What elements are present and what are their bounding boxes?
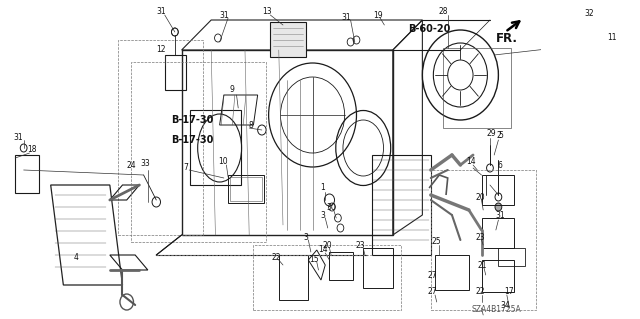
Text: 31: 31 — [157, 8, 166, 17]
Text: 20: 20 — [475, 192, 484, 202]
Text: 27: 27 — [428, 287, 437, 296]
Text: 6: 6 — [498, 160, 502, 169]
Text: SZA4B1725A: SZA4B1725A — [472, 306, 522, 315]
Text: 14: 14 — [318, 246, 328, 255]
Text: 23: 23 — [475, 233, 484, 241]
Text: 31: 31 — [219, 11, 228, 19]
Text: 23: 23 — [356, 241, 365, 249]
Bar — [15, 155, 39, 193]
Text: 34: 34 — [500, 300, 510, 309]
Bar — [431, 170, 536, 310]
Text: 22: 22 — [271, 253, 281, 262]
Text: 29: 29 — [487, 130, 497, 138]
Bar — [481, 175, 514, 205]
Text: 10: 10 — [218, 158, 228, 167]
Text: 33: 33 — [140, 160, 150, 168]
Text: 25: 25 — [432, 238, 442, 247]
Bar — [279, 255, 308, 300]
Text: 31: 31 — [14, 132, 24, 142]
Text: 18: 18 — [28, 145, 37, 154]
Bar — [190, 110, 241, 185]
Bar — [230, 177, 262, 201]
Text: 13: 13 — [262, 8, 272, 17]
Text: 27: 27 — [428, 271, 437, 279]
Text: 11: 11 — [608, 33, 617, 42]
Text: 31: 31 — [342, 12, 351, 21]
Text: 19: 19 — [372, 11, 383, 19]
Bar — [228, 175, 264, 203]
Text: 12: 12 — [157, 46, 166, 55]
Bar — [118, 40, 203, 235]
Text: B-17-30: B-17-30 — [171, 115, 213, 125]
Text: 5: 5 — [499, 131, 504, 140]
Text: 14: 14 — [467, 158, 476, 167]
Text: 3: 3 — [303, 233, 308, 241]
Text: 24: 24 — [126, 160, 136, 169]
Text: FR.: FR. — [496, 32, 518, 44]
Text: 20: 20 — [322, 241, 332, 249]
Bar — [364, 248, 393, 288]
Text: 7: 7 — [184, 164, 188, 173]
Text: 21: 21 — [477, 261, 487, 270]
Circle shape — [495, 203, 502, 211]
Bar — [372, 155, 431, 255]
Text: 2: 2 — [497, 130, 502, 139]
Text: 32: 32 — [585, 10, 595, 19]
Text: 15: 15 — [309, 255, 319, 263]
Bar — [435, 255, 469, 290]
Bar — [253, 245, 401, 310]
Bar — [330, 252, 353, 280]
Bar — [499, 248, 525, 266]
Text: 9: 9 — [230, 85, 235, 94]
Bar — [481, 260, 514, 292]
Text: 4: 4 — [74, 253, 79, 262]
Text: B-17-30: B-17-30 — [171, 135, 213, 145]
Text: 28: 28 — [439, 8, 448, 17]
Text: 22: 22 — [475, 287, 484, 296]
Text: 16: 16 — [639, 164, 640, 173]
Bar — [270, 22, 306, 57]
Text: B-60-20: B-60-20 — [408, 24, 451, 34]
Bar — [444, 48, 511, 128]
Bar — [131, 62, 266, 242]
Bar — [481, 218, 514, 248]
Text: 17: 17 — [504, 287, 513, 296]
Text: 30: 30 — [326, 203, 336, 211]
Text: 3: 3 — [320, 211, 325, 219]
Text: 8: 8 — [248, 121, 253, 130]
Text: 1: 1 — [320, 183, 325, 192]
Text: 31: 31 — [495, 211, 505, 219]
